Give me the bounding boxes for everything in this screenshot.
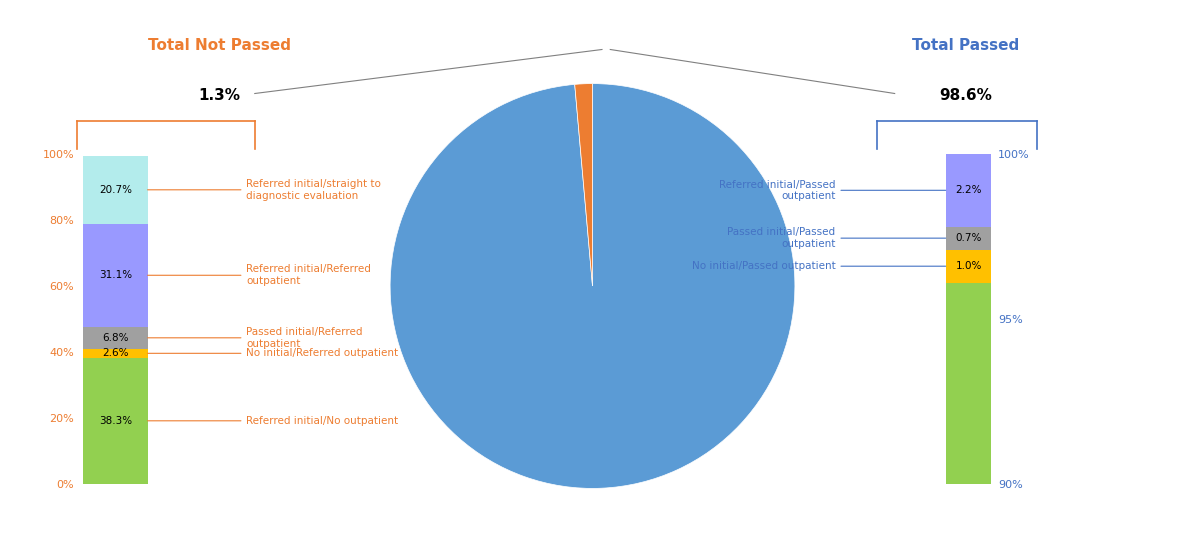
Text: 0.7%: 0.7% (955, 233, 982, 243)
Bar (83, 224, 148, 327)
Text: 6.8%: 6.8% (102, 333, 129, 343)
Text: 38.3%: 38.3% (100, 416, 132, 426)
Text: 2.6%: 2.6% (102, 348, 129, 358)
Text: Total Not Passed: Total Not Passed (148, 39, 290, 53)
Text: 1.3%: 1.3% (198, 88, 241, 103)
Text: No initial/Referred outpatient: No initial/Referred outpatient (148, 348, 398, 358)
Text: Total Passed: Total Passed (912, 39, 1019, 53)
Text: 1.0%: 1.0% (955, 261, 982, 271)
Wedge shape (390, 84, 795, 488)
Wedge shape (575, 84, 592, 286)
Text: Referred initial/Referred
outpatient: Referred initial/Referred outpatient (148, 265, 371, 286)
Text: Referred initial/No outpatient: Referred initial/No outpatient (148, 416, 398, 426)
Text: No initial/Passed outpatient: No initial/Passed outpatient (692, 261, 946, 271)
Text: 31.1%: 31.1% (100, 270, 132, 280)
Bar (946, 154, 992, 227)
Bar (83, 327, 148, 349)
Text: 20.7%: 20.7% (100, 185, 132, 195)
Text: Passed initial/Passed
outpatient: Passed initial/Passed outpatient (728, 227, 946, 249)
Text: Referred initial/Passed
outpatient: Referred initial/Passed outpatient (719, 179, 946, 201)
Bar (83, 349, 148, 358)
Bar (83, 358, 148, 484)
Text: Passed initial/Referred
outpatient: Passed initial/Referred outpatient (148, 327, 363, 349)
Bar (83, 156, 148, 224)
Text: 2.2%: 2.2% (955, 185, 982, 195)
Bar (946, 250, 992, 283)
Text: Referred initial/straight to
diagnostic evaluation: Referred initial/straight to diagnostic … (148, 179, 382, 201)
Bar (946, 227, 992, 250)
Text: 98.6%: 98.6% (940, 88, 992, 103)
Bar (946, 0, 992, 484)
